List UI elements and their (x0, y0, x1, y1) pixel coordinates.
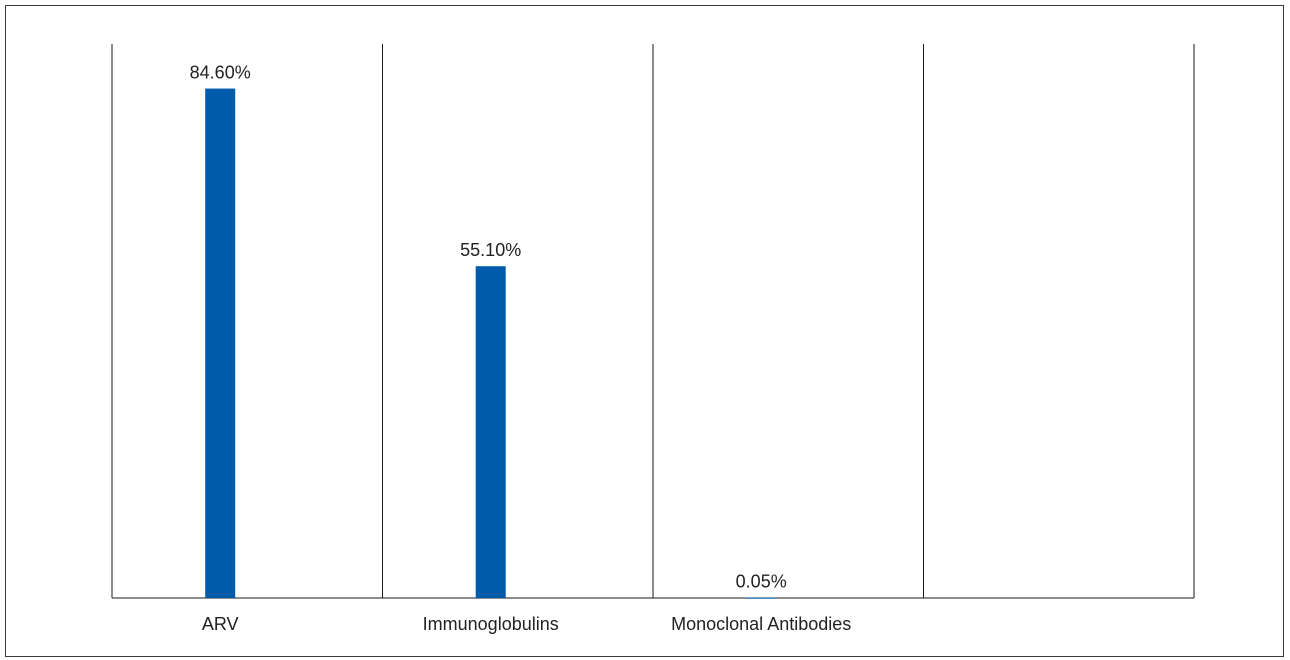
data-label: 84.60% (190, 63, 251, 83)
data-label: 0.05% (736, 572, 787, 592)
category-separators (111, 44, 1195, 599)
bar (205, 88, 236, 599)
x-tick-labels: ARV Immunoglobulins Monoclonal Antibodies (202, 614, 851, 634)
data-label: 55.10% (460, 240, 521, 260)
x-tick-label: Monoclonal Antibodies (671, 614, 851, 634)
bar (475, 266, 506, 598)
bar (746, 597, 777, 599)
bars (205, 88, 777, 599)
data-labels: 84.60% 55.10% 0.05% (190, 63, 787, 592)
x-tick-label: Immunoglobulins (423, 614, 559, 634)
x-tick-label: ARV (202, 614, 239, 634)
